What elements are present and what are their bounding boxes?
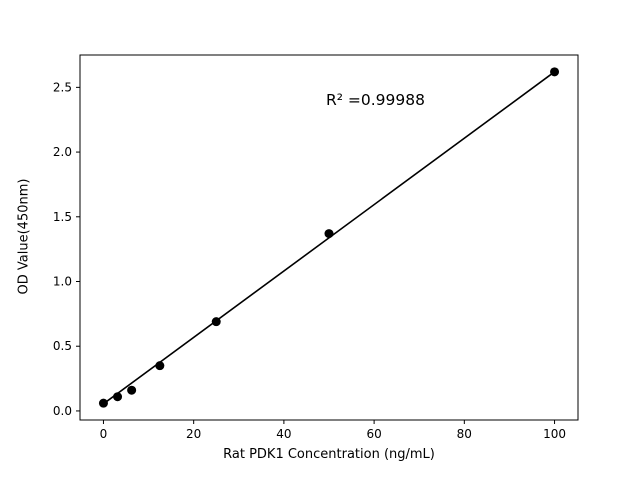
data-point	[113, 392, 123, 402]
x-axis-label: Rat PDK1 Concentration (ng/mL)	[223, 447, 435, 462]
x-tick-label: 60	[366, 427, 381, 441]
x-tick-label: 0	[100, 427, 108, 441]
y-tick-label: 2.5	[53, 80, 72, 94]
data-point	[127, 385, 137, 395]
y-tick-label: 0.5	[53, 339, 72, 353]
x-tick-label: 100	[543, 427, 566, 441]
r-squared-annotation: R² =0.99988	[326, 91, 425, 109]
y-tick-label: 0.0	[53, 404, 72, 418]
y-tick-label: 1.5	[53, 210, 72, 224]
x-tick-label: 80	[457, 427, 472, 441]
x-tick-label: 20	[186, 427, 201, 441]
y-tick-label: 1.0	[53, 275, 72, 289]
data-point	[550, 67, 560, 77]
x-tick-label: 40	[276, 427, 291, 441]
y-axis-label: OD Value(450nm)	[16, 178, 32, 295]
y-tick-label: 2.0	[53, 145, 72, 159]
plot-border	[79, 54, 579, 421]
data-point	[98, 398, 108, 408]
data-point	[155, 361, 165, 371]
data-point	[211, 317, 221, 327]
data-point	[324, 229, 334, 239]
